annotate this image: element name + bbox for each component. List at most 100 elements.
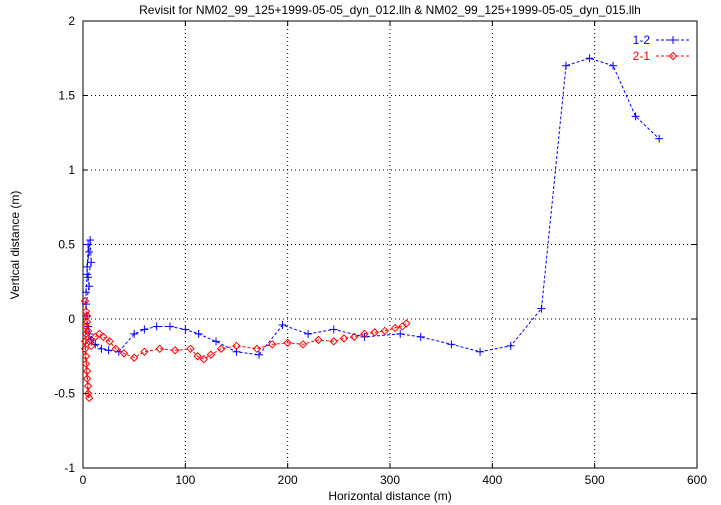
x-axis-label: Horizontal distance (m) xyxy=(328,489,451,503)
data-point xyxy=(206,350,216,359)
legend-label-2-1: 2-1 xyxy=(633,49,651,63)
legend: 1-2 2-1 xyxy=(633,33,690,63)
series-line-2-1 xyxy=(84,301,407,399)
data-point xyxy=(216,344,226,354)
data-point xyxy=(83,326,93,336)
data-point xyxy=(82,317,92,327)
data-point xyxy=(349,332,359,342)
axis-ticks: 0 100 200 300 400 500 600 -1 -0.5 0 0.5 1 1.5 2 xyxy=(54,14,707,487)
data-point xyxy=(82,366,92,376)
x-tick-label: 500 xyxy=(585,473,605,487)
data-point xyxy=(82,374,92,383)
legend-marker-2-1 xyxy=(668,51,678,61)
data-point xyxy=(83,381,93,391)
data-point xyxy=(104,346,113,355)
data-point xyxy=(111,344,120,354)
data-point xyxy=(199,355,208,364)
data-point xyxy=(380,326,390,336)
y-tick-label: 0.5 xyxy=(58,238,75,252)
series-2-1 xyxy=(80,296,411,403)
data-point xyxy=(268,340,277,349)
data-point xyxy=(81,352,91,361)
data-point xyxy=(82,288,91,297)
data-point xyxy=(130,329,139,338)
data-point xyxy=(447,340,456,349)
data-point xyxy=(416,332,425,341)
y-tick-label: -1 xyxy=(64,461,75,475)
data-point xyxy=(140,347,149,356)
data-point xyxy=(81,359,91,368)
data-point xyxy=(396,329,405,338)
y-tick-label: -0.5 xyxy=(54,387,75,401)
data-point xyxy=(278,320,287,329)
data-point xyxy=(165,322,174,331)
data-point xyxy=(585,54,594,63)
data-point xyxy=(232,341,241,351)
data-point xyxy=(99,332,108,342)
series-1-2 xyxy=(82,54,664,359)
x-tick-label: 100 xyxy=(175,473,195,487)
data-point xyxy=(255,350,264,359)
data-point xyxy=(84,273,93,282)
data-point xyxy=(314,335,323,345)
data-point xyxy=(537,304,546,313)
data-point xyxy=(194,329,203,338)
data-point xyxy=(370,328,379,337)
legend-marker-glyph xyxy=(669,36,677,44)
series-layer xyxy=(80,54,664,403)
data-point xyxy=(97,344,106,353)
legend-marker-1-2 xyxy=(669,36,677,44)
data-point xyxy=(298,340,308,349)
data-point xyxy=(181,325,190,334)
y-tick-label: 1 xyxy=(68,163,75,177)
data-point xyxy=(81,307,91,316)
data-point xyxy=(86,341,96,351)
data-point xyxy=(84,240,93,249)
data-point xyxy=(85,282,94,291)
chart-title: Revisit for NM02_99_125+1999-05-05_dyn_0… xyxy=(139,3,641,17)
data-point xyxy=(80,296,90,306)
y-axis-label: Vertical distance (m) xyxy=(8,191,22,300)
x-tick-label: 0 xyxy=(80,473,87,487)
data-point xyxy=(82,311,92,321)
data-point xyxy=(83,262,92,271)
data-point xyxy=(390,323,400,333)
x-tick-label: 300 xyxy=(380,473,400,487)
data-point xyxy=(631,112,640,121)
data-point xyxy=(84,393,94,403)
data-point xyxy=(86,236,95,245)
data-point xyxy=(193,352,202,361)
data-point xyxy=(140,325,149,334)
data-point xyxy=(360,329,369,339)
data-point xyxy=(329,325,338,334)
data-point xyxy=(212,337,221,346)
data-point xyxy=(105,337,114,346)
data-point xyxy=(252,344,262,354)
data-point xyxy=(655,134,664,143)
legend-marker-glyph xyxy=(668,51,678,61)
data-point xyxy=(170,346,180,355)
data-point xyxy=(609,61,618,70)
data-point xyxy=(129,353,139,362)
data-point xyxy=(402,319,411,328)
data-point xyxy=(283,338,292,348)
data-point xyxy=(95,329,104,339)
data-point xyxy=(304,329,313,338)
grid-lines xyxy=(83,21,697,468)
data-point xyxy=(398,322,407,331)
data-point xyxy=(87,258,96,267)
legend-label-1-2: 1-2 xyxy=(633,33,651,47)
y-tick-label: 2 xyxy=(68,14,75,28)
series-line-1-2 xyxy=(85,57,660,356)
data-point xyxy=(339,334,349,343)
data-point xyxy=(506,341,515,350)
x-tick-label: 400 xyxy=(482,473,502,487)
data-point xyxy=(155,344,164,354)
y-tick-label: 1.5 xyxy=(58,89,75,103)
data-point xyxy=(119,349,129,358)
data-point xyxy=(562,61,571,70)
x-tick-label: 200 xyxy=(278,473,298,487)
data-point xyxy=(81,329,91,339)
data-point xyxy=(476,347,485,356)
data-point xyxy=(80,344,90,354)
